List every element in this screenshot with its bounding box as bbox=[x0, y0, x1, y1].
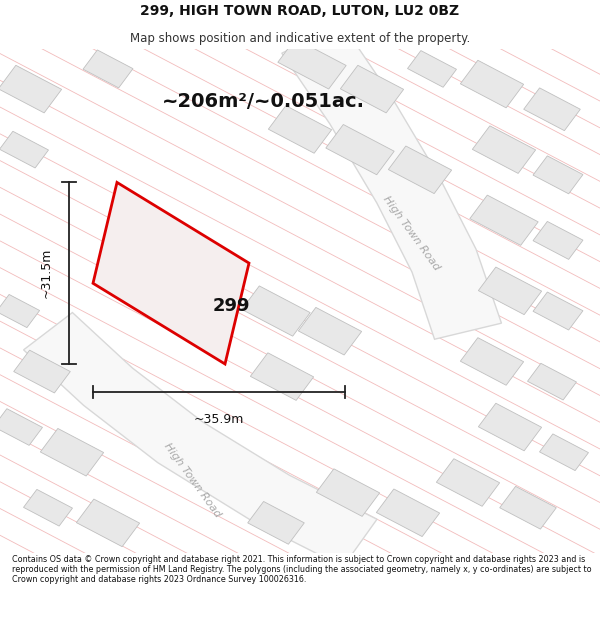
Polygon shape bbox=[478, 403, 542, 451]
Polygon shape bbox=[23, 312, 377, 567]
Polygon shape bbox=[23, 489, 73, 526]
Polygon shape bbox=[533, 221, 583, 259]
Text: Map shows position and indicative extent of the property.: Map shows position and indicative extent… bbox=[130, 31, 470, 44]
Text: Contains OS data © Crown copyright and database right 2021. This information is : Contains OS data © Crown copyright and d… bbox=[12, 554, 592, 584]
Polygon shape bbox=[278, 39, 346, 89]
Text: High Town Road: High Town Road bbox=[161, 441, 223, 519]
Polygon shape bbox=[436, 459, 500, 506]
Polygon shape bbox=[460, 60, 524, 108]
Polygon shape bbox=[388, 146, 452, 194]
Polygon shape bbox=[40, 429, 104, 476]
Polygon shape bbox=[340, 65, 404, 113]
Polygon shape bbox=[93, 182, 249, 364]
Polygon shape bbox=[500, 486, 556, 529]
Polygon shape bbox=[376, 489, 440, 537]
Polygon shape bbox=[76, 499, 140, 547]
Polygon shape bbox=[248, 501, 304, 544]
Polygon shape bbox=[478, 267, 542, 314]
Text: ~31.5m: ~31.5m bbox=[40, 248, 53, 298]
Polygon shape bbox=[0, 409, 43, 446]
Polygon shape bbox=[533, 156, 583, 194]
Polygon shape bbox=[407, 51, 457, 88]
Polygon shape bbox=[298, 308, 362, 355]
Text: 299, HIGH TOWN ROAD, LUTON, LU2 0BZ: 299, HIGH TOWN ROAD, LUTON, LU2 0BZ bbox=[140, 4, 460, 18]
Polygon shape bbox=[14, 350, 70, 393]
Polygon shape bbox=[83, 50, 133, 88]
Text: ~206m²/~0.051ac.: ~206m²/~0.051ac. bbox=[162, 92, 365, 111]
Polygon shape bbox=[527, 363, 577, 400]
Polygon shape bbox=[268, 106, 332, 153]
Text: 299: 299 bbox=[212, 297, 250, 315]
Polygon shape bbox=[242, 286, 310, 336]
Polygon shape bbox=[460, 338, 524, 385]
Polygon shape bbox=[470, 195, 538, 246]
Polygon shape bbox=[539, 434, 589, 471]
Polygon shape bbox=[250, 352, 314, 401]
Polygon shape bbox=[533, 292, 583, 330]
Polygon shape bbox=[326, 124, 394, 175]
Polygon shape bbox=[282, 24, 502, 339]
Text: High Town Road: High Town Road bbox=[380, 194, 442, 272]
Polygon shape bbox=[0, 65, 62, 113]
Polygon shape bbox=[472, 126, 536, 173]
Polygon shape bbox=[524, 88, 580, 131]
Polygon shape bbox=[0, 131, 49, 168]
Text: ~35.9m: ~35.9m bbox=[194, 413, 244, 426]
Polygon shape bbox=[0, 294, 40, 328]
Polygon shape bbox=[316, 469, 380, 516]
